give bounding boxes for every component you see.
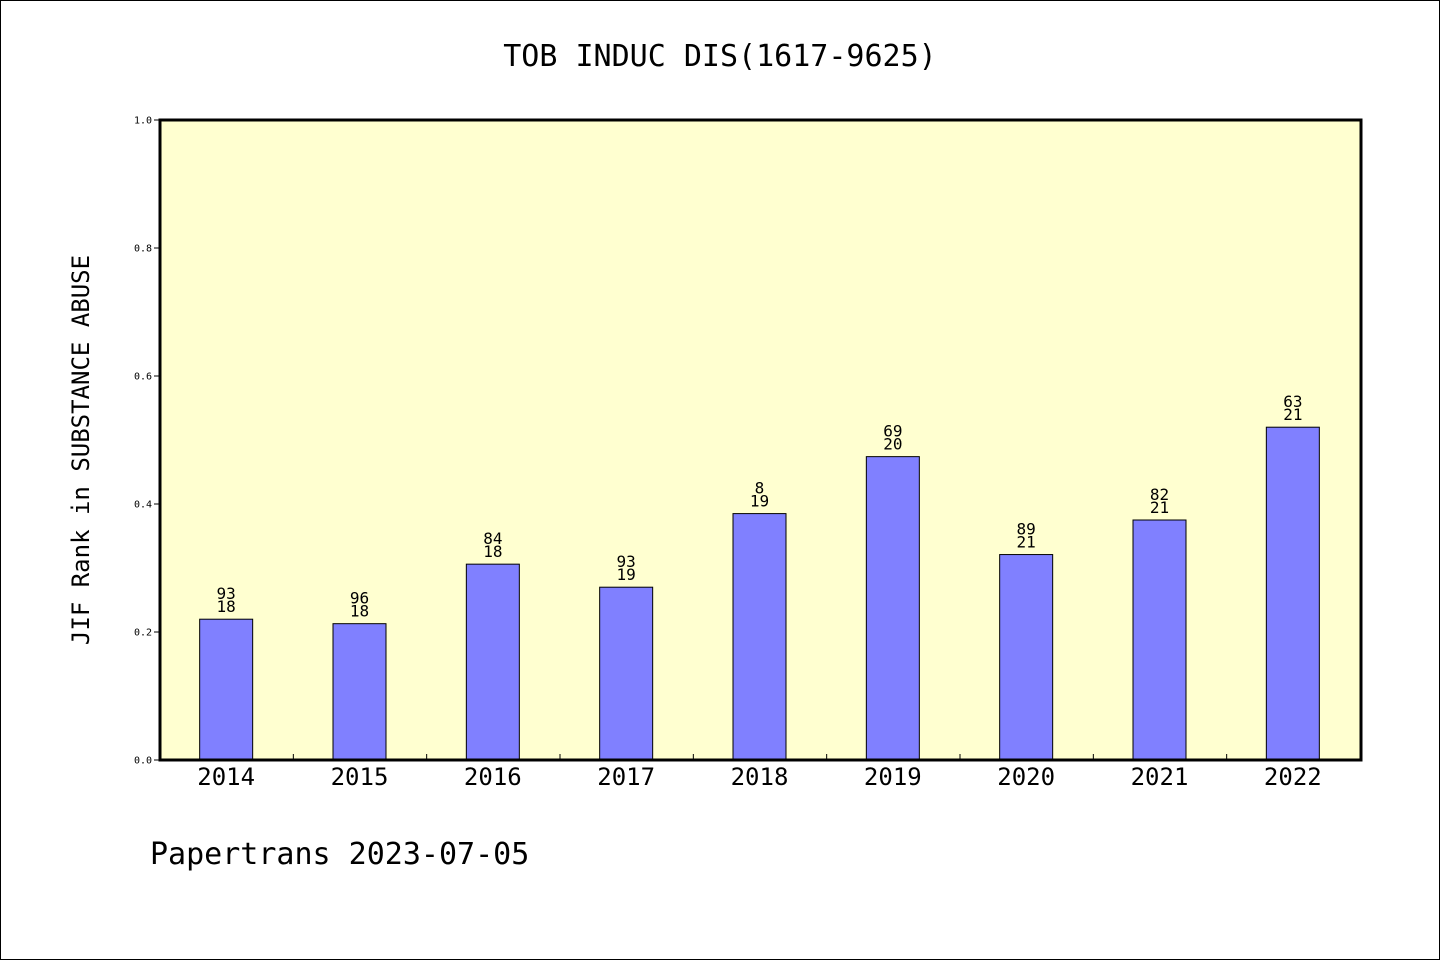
bar-2017: [599, 586, 654, 761]
x-tick-label: 2017: [597, 763, 655, 791]
y-tick-label: 0.0: [134, 756, 152, 767]
x-tick-label: 2020: [997, 763, 1055, 791]
y-axis-label: JIF Rank in SUBSTANCE ABUSE: [67, 255, 95, 645]
x-tick-label: 2015: [331, 763, 389, 791]
y-tick-label: 1.0: [134, 116, 152, 127]
x-axis-ticks: 2014 2015 2016 2017 2018 2019 2020 2021 2022: [197, 754, 1322, 791]
data-label-total: 21: [1017, 533, 1036, 552]
footer-credit: Papertrans 2023-07-05: [150, 837, 529, 872]
y-tick-label: 0.6: [134, 372, 152, 383]
bars-group: [199, 426, 1320, 761]
x-tick-label: 2021: [1131, 763, 1189, 791]
data-label-rank: 69: [883, 422, 902, 441]
bar-2022: [1265, 426, 1320, 761]
x-tick-label: 2018: [731, 763, 789, 791]
data-label-rank: 96: [350, 589, 369, 608]
y-tick-label: 0.2: [134, 628, 152, 639]
data-label-total: 18: [483, 542, 502, 561]
bar-2019: [865, 456, 920, 761]
data-label-rank: 63: [1283, 392, 1302, 411]
bar-2016: [465, 563, 520, 761]
data-label-rank: 93: [217, 584, 236, 603]
data-label-total: 18: [217, 597, 236, 616]
y-axis-ticks: 0.0 0.2 0.4 0.6 0.8 1.0: [134, 116, 160, 767]
data-label-rank: 89: [1017, 520, 1036, 539]
bar-2020: [999, 554, 1054, 761]
y-tick-label: 0.4: [134, 500, 152, 511]
data-label-total: 20: [883, 435, 902, 454]
data-label-total: 18: [350, 602, 369, 621]
data-label-rank: 8: [755, 479, 765, 498]
x-tick-label: 2022: [1264, 763, 1322, 791]
data-label-total: 21: [1150, 498, 1169, 517]
data-label-rank: 82: [1150, 485, 1169, 504]
plot-border: [158, 118, 1363, 762]
y-tick-label: 0.8: [134, 244, 152, 255]
data-label-total: 19: [750, 492, 769, 511]
x-tick-label: 2014: [197, 763, 255, 791]
data-label-rank: 84: [483, 529, 502, 548]
x-tick-label: 2016: [464, 763, 522, 791]
data-label-total: 21: [1283, 405, 1302, 424]
bar-2018: [732, 513, 787, 761]
bar-2015: [332, 623, 387, 761]
chart-title: TOB INDUC DIS(1617-9625): [503, 39, 936, 74]
x-tick-label: 2019: [864, 763, 922, 791]
bar-2014: [199, 618, 254, 761]
data-label-total: 19: [617, 565, 636, 584]
bar-2021: [1132, 519, 1187, 761]
data-label-rank: 93: [617, 552, 636, 571]
